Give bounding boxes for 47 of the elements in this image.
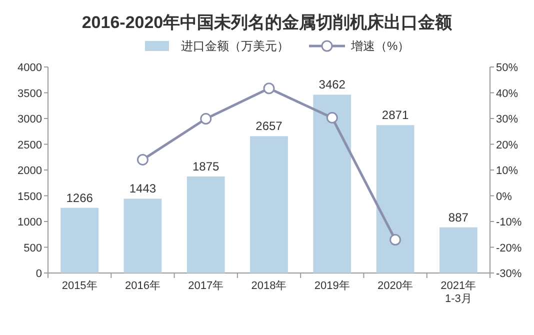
legend-label: 增速（%） [350, 39, 410, 53]
y-tick-label: 1500 [18, 190, 42, 203]
bar [60, 208, 99, 273]
y-tick-label: 1000 [18, 216, 42, 228]
bar [439, 227, 478, 273]
data-label: 887 [448, 210, 469, 224]
y-tick-label: 2500 [18, 139, 42, 152]
y2-tick-label: -20% [496, 242, 522, 254]
y-tick-label: 3500 [18, 88, 42, 100]
y-tick-label: 2000 [18, 165, 42, 177]
y-tick-label: 4000 [18, 62, 42, 74]
y2-tick-label: -10% [496, 216, 522, 228]
y2-tick-label: 30% [496, 114, 518, 126]
bar [313, 94, 352, 273]
y2-tick-label: 40% [496, 88, 518, 100]
x-tick-label: 2017年 [188, 280, 224, 292]
y-tick-label: 0 [36, 268, 42, 280]
point [390, 234, 402, 246]
y2-tick-label: 10% [496, 165, 518, 177]
x-tick-label: 2015年 [62, 280, 98, 292]
data-label: 1266 [66, 190, 94, 205]
point [263, 82, 275, 94]
y2-tick-label: -30% [496, 268, 522, 280]
x-tick-label: 2019年 [314, 280, 350, 292]
chart-title: 2016-2020年中国未列名的金属切削机床出口金额 [82, 13, 454, 32]
x-tick-label: 2018年 [251, 280, 287, 292]
data-label: 2657 [256, 119, 283, 134]
y-tick-label: 500 [24, 242, 42, 254]
data-label: 2871 [382, 108, 409, 122]
bar [124, 198, 162, 273]
data-label: 3462 [318, 78, 346, 92]
y2-tick-label: 50% [496, 62, 518, 74]
legend-label: 进口金额（万美元） [181, 39, 289, 53]
point [200, 113, 212, 125]
y-tick-label: 3000 [18, 114, 42, 126]
bar [376, 125, 414, 273]
y2-tick-label: 20% [496, 139, 518, 152]
bar [186, 176, 225, 273]
bar [250, 136, 288, 273]
y2-tick-label: 0% [496, 190, 512, 203]
x-tick-label: 2020年 [378, 280, 414, 292]
data-label: 1875 [192, 159, 220, 174]
point [136, 154, 148, 166]
point [326, 112, 338, 124]
x-tick-label: 2016年 [124, 280, 160, 292]
x-tick-label: 2021年 1-3月 [440, 280, 476, 305]
data-label: 1443 [129, 182, 156, 196]
